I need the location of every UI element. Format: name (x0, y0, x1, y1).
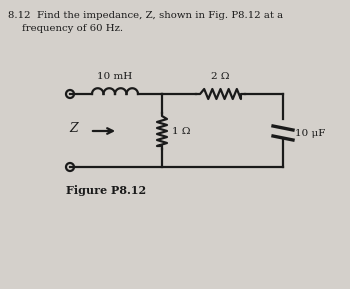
Text: 2 Ω: 2 Ω (211, 72, 229, 81)
Text: 8.12  Find the impedance, Z, shown in Fig. P8.12 at a: 8.12 Find the impedance, Z, shown in Fig… (8, 11, 283, 20)
Text: 10 mH: 10 mH (97, 72, 133, 81)
Text: Figure P8.12: Figure P8.12 (66, 185, 146, 196)
Text: frequency of 60 Hz.: frequency of 60 Hz. (22, 24, 123, 33)
Text: Z: Z (69, 123, 78, 136)
Text: 1 Ω: 1 Ω (172, 127, 190, 136)
Text: 10 μF: 10 μF (295, 129, 326, 138)
